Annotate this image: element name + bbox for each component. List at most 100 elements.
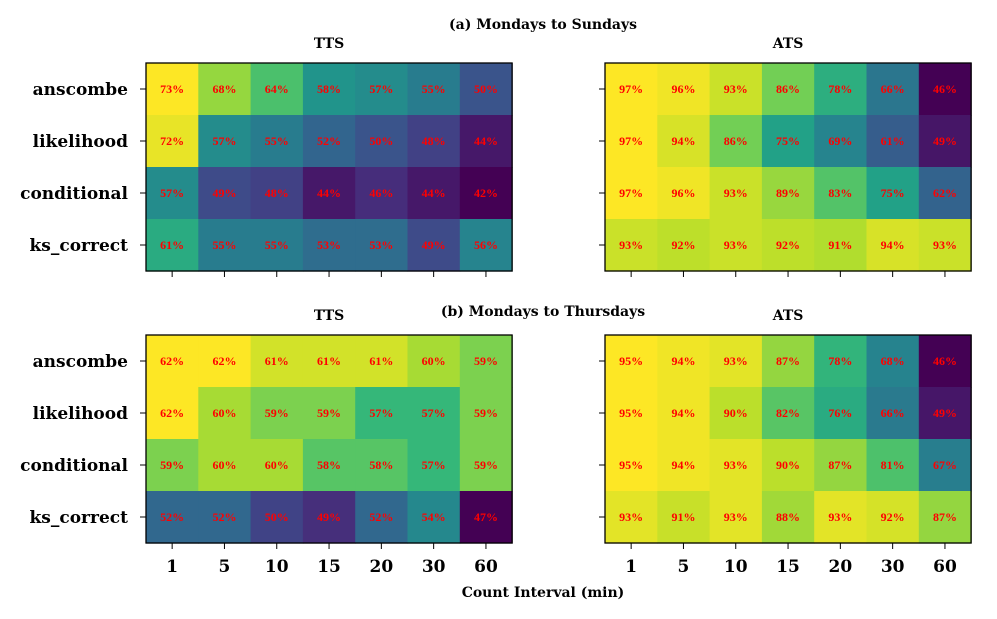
cell-value-label: 87% <box>933 510 957 524</box>
heatmap-cell <box>761 167 815 220</box>
cell-value-label: 93% <box>724 510 748 524</box>
cell-value-label: 59% <box>474 458 498 472</box>
cell-value-label: 61% <box>265 354 289 368</box>
cell-value-label: 97% <box>619 134 643 148</box>
heatmap-cell <box>709 167 763 220</box>
cell-value-label: 92% <box>776 238 800 252</box>
cell-value-label: 62% <box>933 186 957 200</box>
heatmap-cell <box>866 387 920 440</box>
heatmap-cell <box>407 439 461 492</box>
cell-value-label: 94% <box>671 406 695 420</box>
heatmap-cell <box>761 439 815 492</box>
cell-value-label: 93% <box>828 510 852 524</box>
panel-title: TTS <box>314 36 344 52</box>
heatmap-cell <box>459 335 513 388</box>
heatmap-panels: TTS 73% 68% 64% 58% 57% 55% 50% 72% 57% 55% 52% 50% 4… <box>20 36 972 577</box>
x-tick-label: 10 <box>724 557 748 577</box>
heatmap-cell <box>918 439 972 492</box>
heatmap-cell <box>355 63 409 116</box>
heatmap-cell <box>302 439 356 492</box>
heatmap-cell <box>657 335 711 388</box>
cell-value-label: 93% <box>933 238 957 252</box>
heatmap-cell <box>605 115 658 168</box>
x-tick-label: 30 <box>422 557 446 577</box>
heatmap-cell <box>146 439 199 492</box>
heatmap-cell <box>918 115 972 168</box>
cell-value-label: 54% <box>422 510 446 524</box>
cell-value-label: 87% <box>776 354 800 368</box>
cell-value-label: 72% <box>160 134 184 148</box>
heatmap-cell <box>250 219 304 272</box>
cell-value-label: 59% <box>265 406 289 420</box>
cell-value-label: 60% <box>212 406 236 420</box>
cell-value-label: 46% <box>933 82 957 96</box>
heatmap-cell <box>407 167 461 220</box>
heatmap-cell <box>918 63 972 116</box>
heatmap-cell <box>605 63 658 116</box>
heatmap-cell <box>146 63 199 116</box>
cell-value-label: 61% <box>881 134 905 148</box>
cell-value-label: 60% <box>265 458 289 472</box>
x-tick-label: 60 <box>933 557 957 577</box>
cell-value-label: 55% <box>422 82 446 96</box>
x-tick-label: 20 <box>829 557 853 577</box>
cell-value-label: 92% <box>671 238 695 252</box>
heatmap-cell <box>761 387 815 440</box>
heatmap-cell <box>355 219 409 272</box>
heatmap-cell <box>198 167 252 220</box>
heatmap-cell <box>355 115 409 168</box>
cell-value-label: 69% <box>828 134 852 148</box>
heatmap-cell <box>459 439 513 492</box>
heatmap-cell <box>657 491 711 544</box>
x-tick-label: 1 <box>166 557 178 577</box>
cell-value-label: 92% <box>881 510 905 524</box>
heatmap-cell <box>250 491 304 544</box>
cell-value-label: 73% <box>160 82 184 96</box>
cell-value-label: 59% <box>474 406 498 420</box>
heatmap-cell <box>146 387 199 440</box>
cell-value-label: 75% <box>776 134 800 148</box>
heatmap-cell <box>709 335 763 388</box>
heatmap-cell <box>250 335 304 388</box>
heatmap-cell <box>761 335 815 388</box>
heatmap-cell <box>605 335 658 388</box>
cell-value-label: 86% <box>776 82 800 96</box>
heatmap-cell <box>355 491 409 544</box>
heatmap-cell <box>918 167 972 220</box>
cell-value-label: 57% <box>422 458 446 472</box>
heatmap-cell <box>355 387 409 440</box>
cell-value-label: 62% <box>212 354 236 368</box>
cell-value-label: 55% <box>212 238 236 252</box>
heatmap-cell <box>355 335 409 388</box>
cell-value-label: 96% <box>671 186 695 200</box>
cell-value-label: 50% <box>265 510 289 524</box>
cell-value-label: 94% <box>671 134 695 148</box>
heatmap-cell <box>605 167 658 220</box>
cell-value-label: 61% <box>160 238 184 252</box>
heatmap-cell <box>709 63 763 116</box>
heatmap-cell <box>459 115 513 168</box>
cell-value-label: 66% <box>881 406 905 420</box>
heatmap-cell <box>355 167 409 220</box>
panel-a-tts: TTS 73% 68% 64% 58% 57% 55% 50% 72% 57% 55% 52% 50% 4… <box>20 36 513 277</box>
cell-value-label: 75% <box>881 186 905 200</box>
cell-value-label: 57% <box>369 406 393 420</box>
heatmap-cell <box>302 167 356 220</box>
heatmap-cell <box>250 63 304 116</box>
heatmap-cell <box>302 387 356 440</box>
heatmap-cell <box>709 115 763 168</box>
cell-value-label: 53% <box>317 238 341 252</box>
heatmap-cell <box>198 115 252 168</box>
heatmap-cell <box>459 219 513 272</box>
y-tick-label: likelihood <box>33 132 128 152</box>
cell-value-label: 60% <box>422 354 446 368</box>
heatmap-cell <box>866 219 920 272</box>
heatmap-cell <box>459 491 513 544</box>
x-tick-label: 20 <box>370 557 394 577</box>
cell-value-label: 52% <box>317 134 341 148</box>
cell-value-label: 68% <box>881 354 905 368</box>
cell-value-label: 49% <box>212 186 236 200</box>
heatmap-cell <box>918 335 972 388</box>
heatmap-cell <box>866 115 920 168</box>
